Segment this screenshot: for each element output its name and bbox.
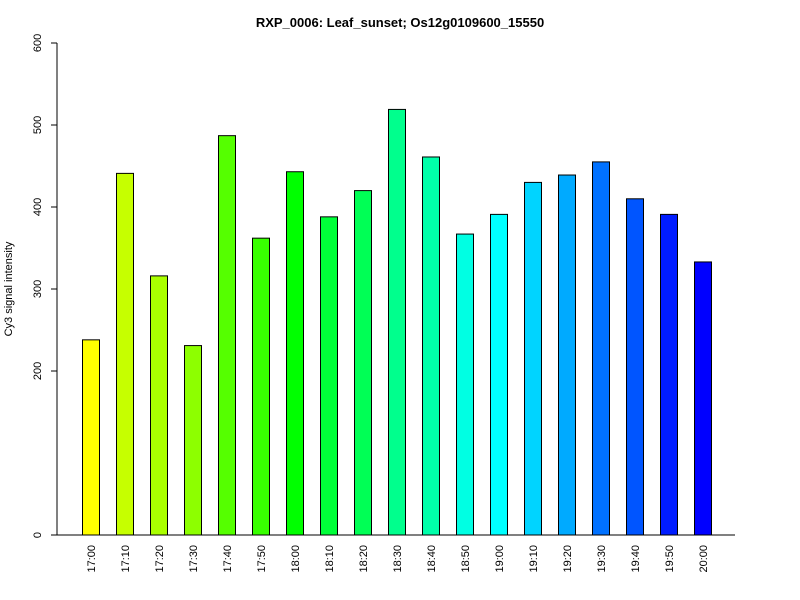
- bar-1930: [592, 161, 610, 536]
- bar-1750: [252, 237, 270, 536]
- bar-1810: [320, 216, 338, 536]
- x-tick-label: 19:10: [528, 545, 540, 573]
- bar-1910: [524, 181, 542, 536]
- x-tick-label: 17:00: [86, 545, 98, 573]
- x-tick-label: 18:30: [392, 545, 404, 573]
- x-tick-label: 17:40: [222, 545, 234, 573]
- x-tick-label: 17:10: [120, 545, 132, 573]
- x-tick-label: 20:00: [698, 545, 710, 573]
- bar-2000: [694, 261, 712, 536]
- y-tick-label: 300: [32, 280, 44, 298]
- bar-1740: [218, 135, 236, 536]
- bar-1820: [354, 190, 372, 536]
- x-tick-label: 19:30: [596, 545, 608, 573]
- x-tick-label: 19:40: [630, 545, 642, 573]
- y-tick-label: 600: [32, 34, 44, 52]
- y-tick-label: 500: [32, 116, 44, 134]
- bar-1940: [626, 198, 644, 536]
- bar-1800: [286, 171, 304, 536]
- y-axis: 0 200 300 400 500 600: [32, 34, 58, 538]
- x-tick-labels: 17:00 17:10 17:20 17:30 17:40 17:50 18:00 18:10…: [86, 545, 710, 573]
- x-tick-label: 18:40: [426, 545, 438, 573]
- x-tick-label: 18:00: [290, 545, 302, 573]
- bar-1830: [388, 108, 406, 536]
- y-tick-label: 0: [32, 532, 44, 538]
- x-tick-label: 17:30: [188, 545, 200, 573]
- x-tick-label: 18:10: [324, 545, 336, 573]
- bar-1900: [490, 213, 508, 536]
- x-tick-label: 18:50: [460, 545, 472, 573]
- x-tick-label: 19:00: [494, 545, 506, 573]
- bar-1700: [82, 339, 100, 536]
- x-tick-label: 17:20: [154, 545, 166, 573]
- y-tick-label: 400: [32, 198, 44, 216]
- x-tick-label: 19:20: [562, 545, 574, 573]
- bar-1710: [116, 172, 134, 536]
- bar-1920: [558, 174, 576, 536]
- bars: [82, 108, 712, 536]
- chart-title: RXP_0006: Leaf_sunset; Os12g0109600_1555…: [256, 15, 544, 30]
- bar-1840: [422, 156, 440, 536]
- x-tick-label: 18:20: [358, 545, 370, 573]
- bar-1850: [456, 233, 474, 536]
- x-tick-label: 19:50: [664, 545, 676, 573]
- x-tick-label: 17:50: [256, 545, 268, 573]
- y-tick-label: 200: [32, 362, 44, 380]
- y-axis-label: Cy3 signal intensity: [3, 241, 15, 336]
- bar-1730: [184, 345, 202, 536]
- bar-1720: [150, 275, 168, 536]
- bar-1950: [660, 213, 678, 536]
